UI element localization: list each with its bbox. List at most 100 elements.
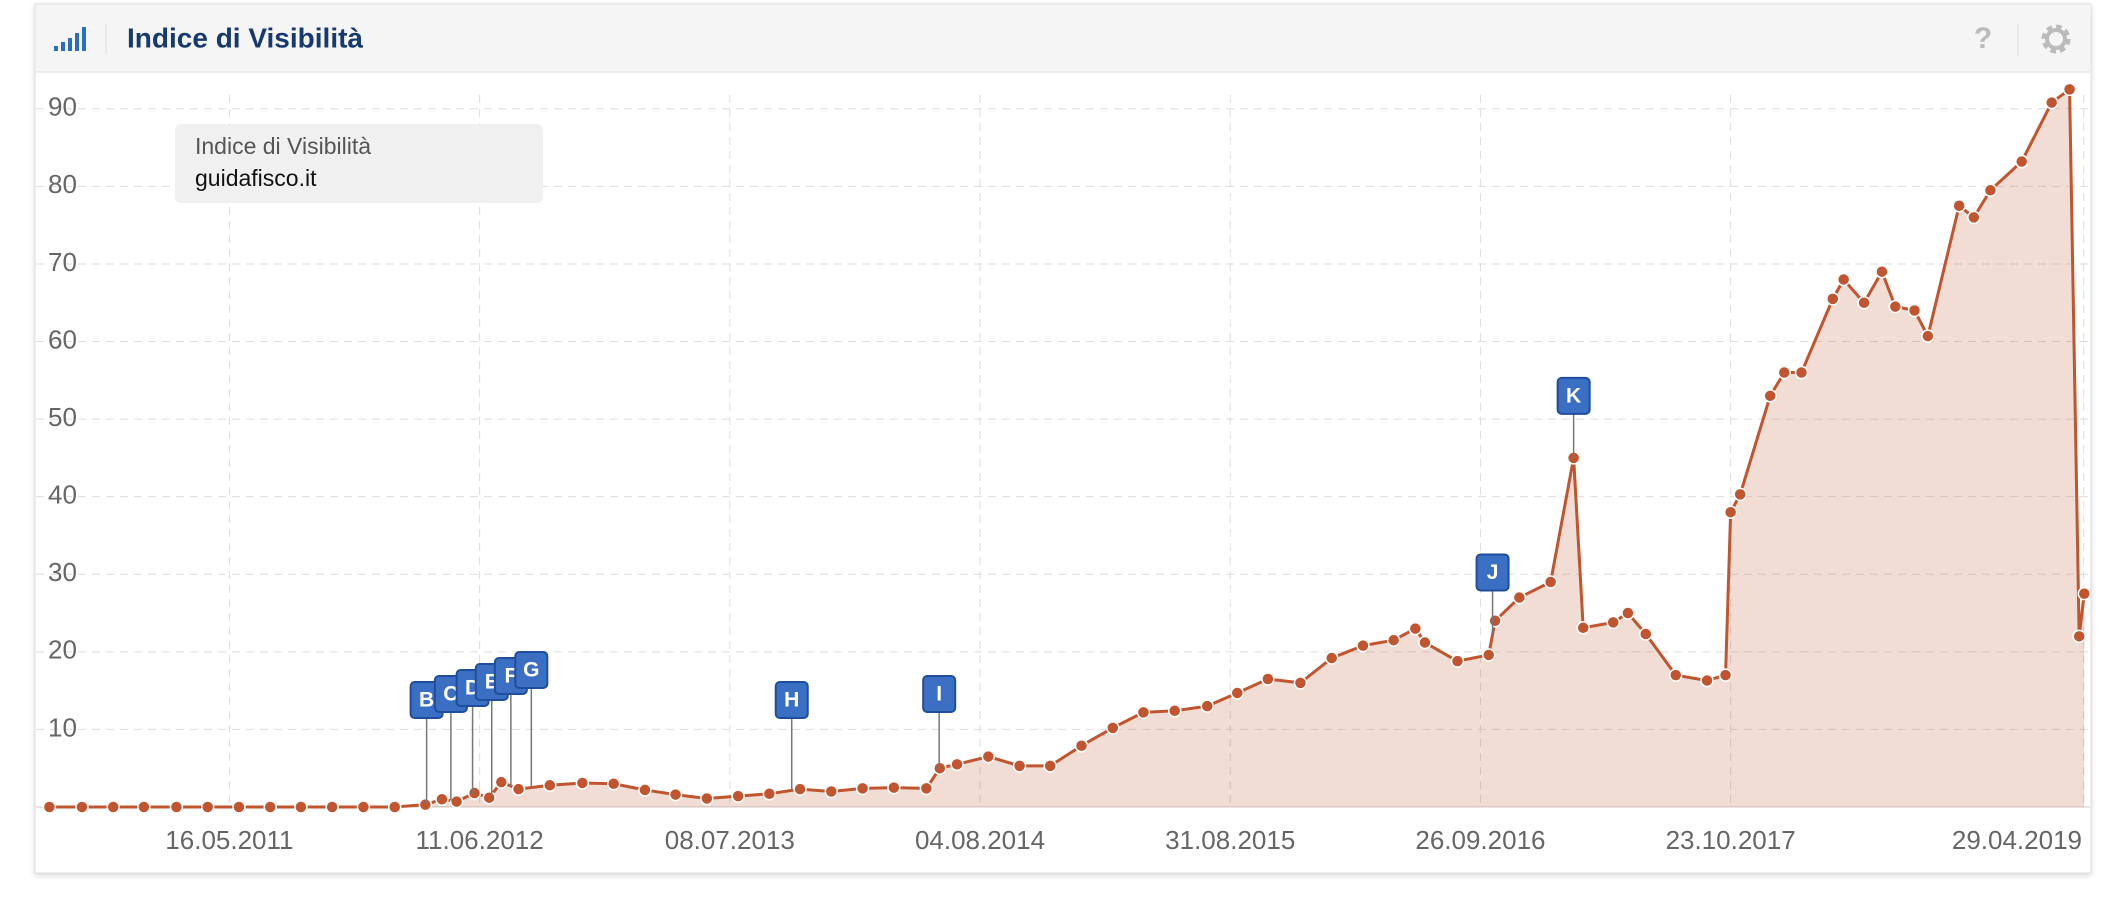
- x-tick-label: 23.10.2017: [1666, 825, 1796, 855]
- data-point: [1386, 633, 1401, 647]
- data-point: [356, 800, 371, 814]
- data-point: [1106, 721, 1120, 735]
- data-point: [1356, 638, 1370, 653]
- y-tick-label: 40: [48, 480, 77, 510]
- data-point: [1450, 654, 1465, 668]
- data-point: [2062, 82, 2077, 97]
- data-point: [1826, 292, 1840, 306]
- data-point: [482, 790, 496, 805]
- y-tick-label: 80: [48, 169, 77, 199]
- data-point: [1907, 303, 1922, 318]
- data-point: [700, 791, 714, 806]
- data-point: [1700, 673, 1714, 688]
- data-point: [1669, 668, 1683, 682]
- data-point: [1074, 738, 1089, 753]
- data-point: [1777, 365, 1792, 380]
- data-point: [793, 782, 807, 796]
- data-point: [762, 787, 777, 801]
- data-point: [981, 749, 996, 764]
- legend-title: Indice di Visibilità: [195, 133, 371, 159]
- data-point: [1621, 606, 1635, 620]
- data-point: [1639, 627, 1653, 641]
- data-point: [1718, 668, 1733, 682]
- data-point: [232, 800, 246, 814]
- x-tick-label: 08.07.2013: [665, 825, 795, 855]
- data-point: [1888, 299, 1903, 314]
- data-point: [511, 782, 526, 796]
- legend-series: guidafisco.it: [195, 165, 317, 191]
- settings-icon[interactable]: [2041, 24, 2071, 54]
- legend-box: [175, 124, 543, 203]
- data-point: [2072, 629, 2086, 644]
- data-point: [1293, 676, 1308, 690]
- data-point: [494, 775, 509, 789]
- flag: [1475, 553, 1510, 592]
- data-point: [1043, 759, 1057, 773]
- data-point: [75, 800, 89, 814]
- data-point: [1012, 759, 1027, 773]
- data-point: [1512, 590, 1527, 605]
- data-point: [1857, 295, 1871, 310]
- x-tick-label: 29.04.2019: [1952, 825, 2082, 855]
- data-point: [1836, 272, 1851, 287]
- y-tick-label: 10: [48, 712, 77, 742]
- x-tick-label: 31.08.2015: [1165, 825, 1295, 855]
- flag-label: H: [784, 689, 799, 712]
- y-tick-label: 90: [48, 92, 77, 122]
- data-point: [1488, 614, 1502, 628]
- data-point: [606, 776, 621, 791]
- data-point: [731, 789, 745, 803]
- data-point: [2014, 154, 2029, 169]
- data-point: [575, 776, 590, 790]
- y-tick-label: 70: [48, 247, 77, 277]
- data-point: [2077, 586, 2092, 601]
- chart-title: Indice di Visibilità: [127, 22, 363, 53]
- data-point: [1875, 264, 1889, 279]
- data-point: [1167, 704, 1182, 718]
- flag: [922, 675, 957, 713]
- data-point: [418, 797, 433, 812]
- data-point: [1576, 621, 1590, 635]
- data-point: [106, 800, 120, 814]
- data-point: [1324, 651, 1339, 665]
- flag-label: J: [1487, 561, 1499, 584]
- data-point: [1794, 365, 1809, 380]
- data-point: [1418, 635, 1432, 650]
- data-point: [263, 800, 278, 814]
- flag-label: F: [504, 665, 517, 688]
- data-point: [294, 800, 308, 814]
- data-point: [1952, 199, 1966, 213]
- data-point: [887, 780, 901, 795]
- flag: [1556, 376, 1591, 415]
- help-icon[interactable]: ?: [1974, 22, 1992, 55]
- data-point: [1967, 210, 1981, 225]
- flag-label: I: [936, 683, 942, 706]
- data-point: [467, 786, 482, 800]
- data-point: [1763, 389, 1777, 403]
- flag-label: K: [1566, 384, 1581, 407]
- data-point: [855, 781, 870, 796]
- data-point: [42, 800, 57, 814]
- flag-label: G: [523, 659, 539, 682]
- y-tick-label: 30: [48, 557, 77, 587]
- card-header: [36, 5, 2090, 72]
- data-point: [1261, 672, 1275, 686]
- flag-label: C: [443, 683, 458, 706]
- flags: B C D E F GH IJK: [409, 376, 1591, 805]
- data-point: [824, 784, 839, 799]
- data-point: [137, 800, 151, 814]
- data-point: [1733, 487, 1747, 502]
- data-point: [638, 783, 652, 797]
- flag: [774, 681, 809, 719]
- data-point: [169, 800, 184, 814]
- data-point: [2044, 95, 2059, 110]
- data-point: [1543, 575, 1558, 589]
- data-point: [435, 792, 449, 806]
- flag: [514, 651, 549, 689]
- x-tick-label: 11.06.2012: [416, 825, 544, 855]
- x-tick-label: 26.09.2016: [1415, 825, 1545, 855]
- data-point: [543, 778, 557, 793]
- y-tick-label: 60: [48, 324, 77, 354]
